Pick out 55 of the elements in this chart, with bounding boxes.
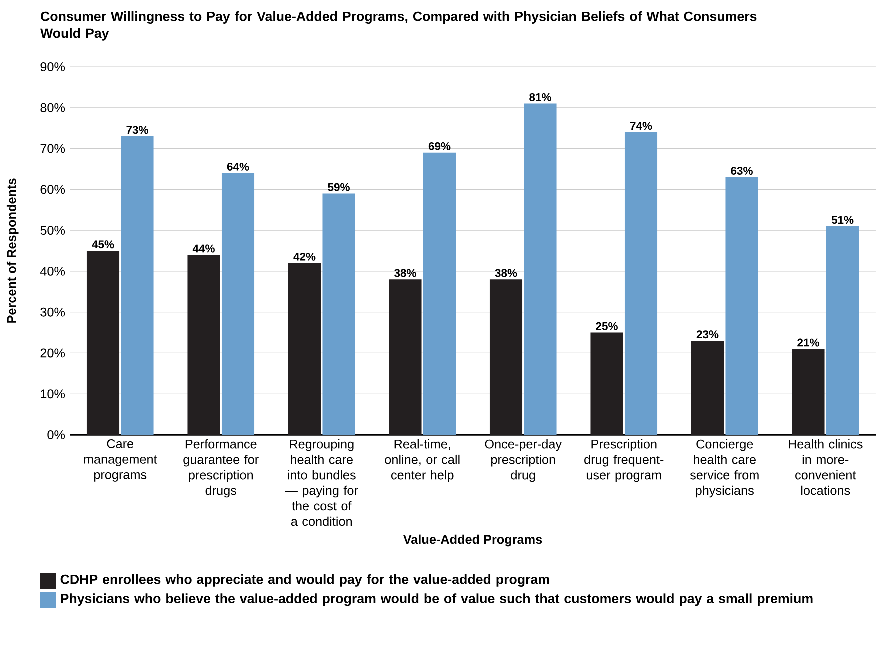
data-label: 73%: [126, 126, 148, 134]
bar: [490, 280, 523, 435]
data-label: 38%: [495, 269, 518, 278]
legend-label: Physicians who believe the value-added program would be of value such that customers would pay a small premium: [61, 594, 813, 606]
bar: [524, 104, 557, 435]
bar: [121, 136, 154, 435]
y-tick-label: 30%: [40, 308, 66, 317]
data-label: 25%: [596, 322, 618, 330]
bar: [389, 280, 422, 435]
bar: [691, 340, 724, 435]
data-label: 63%: [731, 167, 753, 176]
data-label: 59%: [328, 183, 350, 192]
y-tick-label: 60%: [40, 185, 66, 194]
x-tick-label: Real-time, online, or call center help: [385, 439, 460, 482]
data-label: 44%: [192, 244, 215, 253]
bar: [792, 349, 825, 435]
data-label: 42%: [294, 252, 316, 261]
bar: [222, 173, 255, 435]
data-label: 51%: [832, 216, 854, 224]
legend-label: CDHP enrollees who appreciate and would pay for the value-added program: [60, 574, 550, 587]
y-tick-label: 0%: [48, 430, 66, 440]
x-tick-label: Concierge health care service from physicians: [690, 439, 759, 498]
chart-title: Consumer Willingness to Pay for Value-Added Programs, Compared with Physician Beliefs of What Consumers Would Pay: [40, 11, 757, 41]
data-label: 23%: [696, 330, 719, 339]
data-label: 74%: [630, 122, 652, 130]
bar: [726, 177, 758, 435]
y-tick-label: 70%: [40, 144, 66, 154]
bar: [322, 194, 356, 435]
bar: [423, 152, 456, 435]
x-tick-label: Care management programs: [84, 439, 158, 482]
bar: [188, 255, 220, 435]
x-tick-label: Once-per-day prescription drug: [485, 439, 562, 482]
y-tick-label: 40%: [40, 266, 66, 276]
x-axis-title: Value-Added Programs: [403, 534, 542, 547]
x-tick-label: Prescription drug frequent-user program: [584, 439, 664, 482]
data-label: 21%: [798, 338, 820, 347]
data-label: 64%: [227, 162, 250, 171]
data-label: 69%: [428, 142, 451, 150]
y-tick-label: 90%: [40, 62, 66, 72]
y-tick-label: 20%: [40, 348, 66, 358]
y-tick-label: 50%: [40, 226, 66, 236]
bar: [288, 263, 322, 435]
x-tick-label: Regrouping health care into bundles — paying for the cost of a condition: [285, 439, 358, 526]
y-tick-label: 80%: [40, 103, 66, 112]
bar: [826, 226, 860, 435]
bar: [590, 332, 624, 435]
x-tick-label: Health clinics in more-convenient locations: [789, 439, 863, 496]
data-label: 45%: [92, 240, 114, 249]
x-tick-label: Performance guarantee for prescription drugs: [184, 440, 259, 498]
bar: [624, 132, 658, 435]
y-axis-title: Percent of Respondents: [6, 178, 19, 323]
bar: [86, 250, 120, 435]
y-tick-label: 10%: [41, 390, 66, 399]
data-label: 81%: [530, 93, 552, 102]
data-label: 38%: [394, 269, 416, 278]
